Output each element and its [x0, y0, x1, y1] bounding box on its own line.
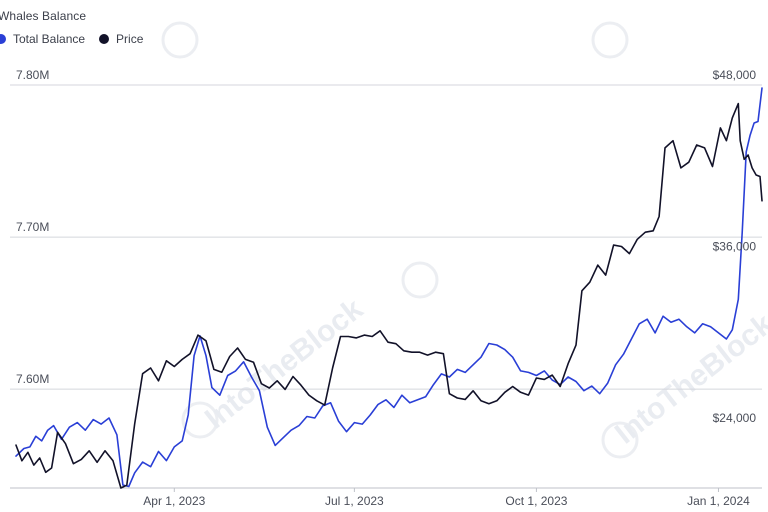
axis-labels: 7.60M 7.70M 7.80M $24,000 $36,000 $48,000 Apr … — [16, 68, 756, 508]
legend-label-price: Price — [116, 32, 144, 46]
y-right-tick-label: $48,000 — [713, 68, 757, 82]
gridlines — [10, 84, 762, 492]
y-right-tick-label: $36,000 — [713, 239, 757, 253]
watermark-layer: IntoTheBlock IntoTheBlock — [161, 21, 768, 459]
legend-marker-price — [99, 34, 110, 44]
y-left-tick-label: 7.60M — [16, 372, 49, 386]
watermark-text: IntoTheBlock — [199, 292, 369, 435]
legend: Total Balance Price — [0, 32, 157, 46]
legend-item-total-balance[interactable]: Total Balance — [0, 32, 85, 46]
legend-label-total-balance: Total Balance — [13, 32, 86, 46]
legend-marker-total-balance — [0, 34, 6, 44]
y-left-tick-label: 7.80M — [16, 68, 49, 82]
watermark-logo-icon — [181, 401, 219, 439]
x-tick-label: Jan 1, 2024 — [687, 494, 750, 508]
y-right-tick-label: $24,000 — [713, 411, 757, 425]
watermark-logo-icon — [401, 261, 439, 299]
x-tick-label: Jul 1, 2023 — [325, 494, 384, 508]
legend-item-price[interactable]: Price — [99, 32, 143, 46]
watermark-logo-icon — [161, 21, 199, 59]
chart-title: Whales Balance — [0, 9, 87, 23]
y-left-tick-label: 7.70M — [16, 220, 49, 234]
series-line-price[interactable] — [15, 102, 763, 489]
series-layer — [15, 87, 763, 489]
x-tick-label: Apr 1, 2023 — [143, 494, 205, 508]
x-tick-label: Oct 1, 2023 — [505, 494, 567, 508]
watermark-logo-icon — [591, 21, 629, 59]
watermark-logo-icon — [601, 421, 639, 459]
series-line-total-balance[interactable] — [15, 87, 763, 488]
